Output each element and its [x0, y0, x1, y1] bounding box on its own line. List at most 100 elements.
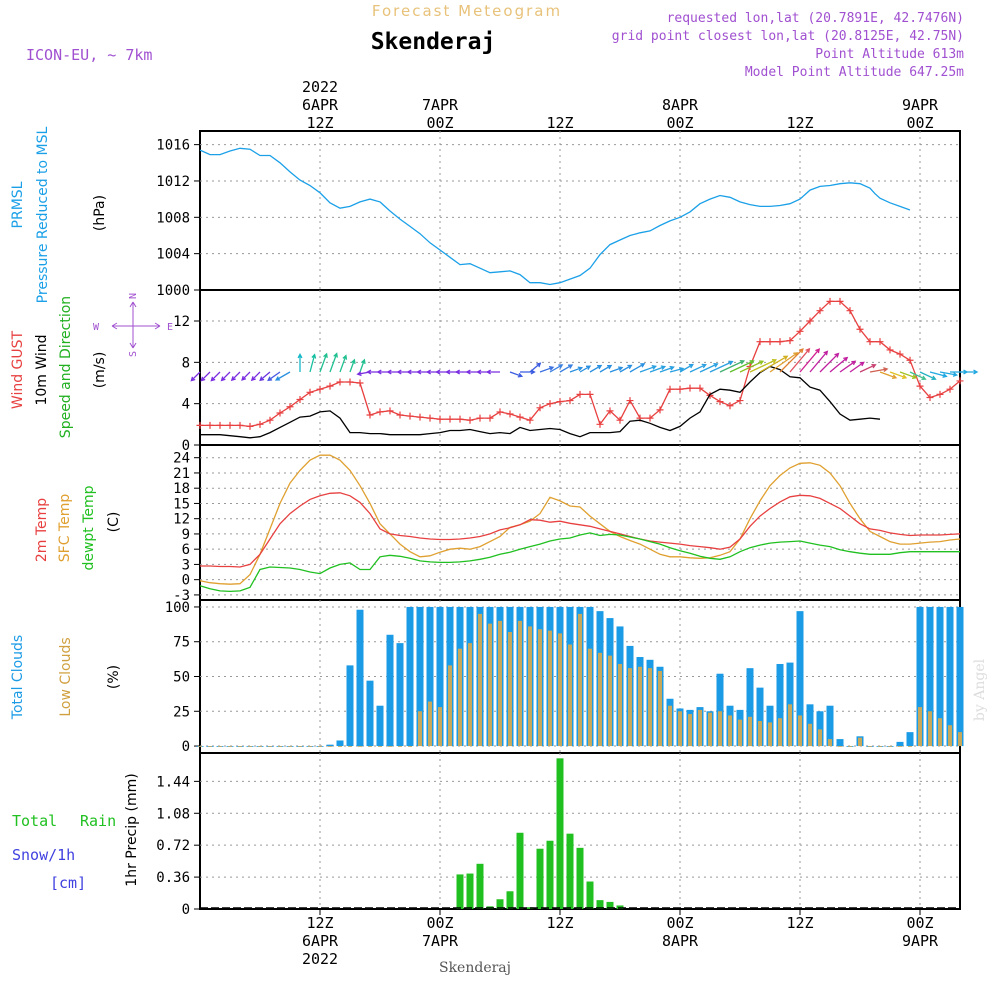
- low-clouds-bar: [918, 707, 922, 747]
- y-tick-label: 21: [173, 466, 190, 482]
- low-clouds-bar: [288, 746, 292, 747]
- wind-direction-arrow: [839, 360, 857, 373]
- low-clouds-bar: [588, 648, 592, 747]
- wind-gust-marker: [616, 416, 624, 424]
- low-clouds-bar: [498, 620, 502, 747]
- wind-direction-arrow: [819, 352, 840, 373]
- wind-direction-arrow: [669, 366, 685, 373]
- label-low-clouds: Low Clouds: [58, 637, 74, 716]
- low-clouds-bar: [828, 739, 832, 747]
- y-tick-label: 8: [182, 355, 190, 371]
- wind-gust-marker: [696, 384, 704, 392]
- top-time-label: 2022: [302, 78, 338, 96]
- wind-direction-arrow: [659, 365, 675, 373]
- wind-gust-marker: [466, 416, 474, 424]
- low-clouds-bar: [258, 746, 262, 747]
- bottom-time-label: 8APR: [662, 932, 699, 950]
- wind-gust-marker: [926, 393, 934, 401]
- y-tick-label: 4: [182, 397, 190, 413]
- wind-gust-marker: [506, 410, 514, 418]
- low-clouds-bar: [578, 613, 582, 747]
- wind-gust-marker: [936, 390, 944, 398]
- rain-bar: [476, 863, 484, 909]
- product-title: Forecast Meteogram: [372, 2, 562, 20]
- low-clouds-bar: [658, 670, 662, 747]
- wind-labels: Wind GUST 10m Wind Speed and Direction (…: [10, 296, 108, 438]
- low-clouds-bar: [798, 715, 802, 747]
- low-clouds-bar: [838, 746, 842, 747]
- label-2m-temp: 2m Temp: [34, 498, 50, 562]
- wind-direction-arrow: [809, 350, 829, 373]
- bottom-time-label: 00Z: [666, 914, 693, 932]
- wind-gust-marker: [956, 377, 964, 385]
- wind-gust-marker: [626, 397, 634, 405]
- low-clouds-bar: [618, 663, 622, 747]
- label-1hr-precip: 1hr Precip (mm): [124, 773, 140, 886]
- wind-gust-marker: [406, 412, 414, 420]
- y-tick-label: 15: [173, 496, 190, 512]
- low-clouds-bar: [908, 746, 912, 747]
- y-tick-label: 0: [182, 902, 190, 918]
- bottom-time-label: 00Z: [906, 914, 933, 932]
- low-clouds-bar: [218, 746, 222, 747]
- wind-gust-marker: [916, 382, 924, 390]
- model-point-altitude: Model Point Altitude 647.25m: [745, 65, 964, 80]
- y-tick-label: 9: [182, 527, 190, 543]
- total-clouds-bar: [376, 705, 384, 747]
- wind-gust-marker: [796, 327, 804, 335]
- low-clouds-bar: [668, 705, 672, 747]
- low-clouds-bar: [438, 707, 442, 747]
- total-clouds-bar: [826, 705, 834, 747]
- wind-compass: W E N S: [93, 293, 173, 357]
- total-clouds-bar: [796, 611, 804, 747]
- total-clouds-bar: [416, 606, 424, 747]
- low-clouds-bar: [608, 655, 612, 747]
- wind-direction-arrow: [274, 371, 291, 381]
- y-tick-label: 24: [173, 451, 190, 467]
- wind-gust-marker: [816, 307, 824, 315]
- low-clouds-bar: [538, 629, 542, 747]
- label-wind-gust: Wind GUST: [10, 330, 26, 409]
- y-tick-label: 1012: [156, 174, 190, 190]
- wind-direction-arrow: [759, 355, 789, 373]
- low-clouds-bar: [528, 626, 532, 747]
- y-tick-label: -3: [173, 588, 190, 604]
- wind-direction-arrow: [339, 354, 348, 373]
- low-clouds-bar: [418, 711, 422, 747]
- wind-direction-arrow: [960, 369, 979, 375]
- top-time-label: 7APR: [422, 96, 459, 114]
- wind-direction-arrow: [259, 371, 271, 382]
- wind-gust-marker: [556, 398, 564, 406]
- rain-bar: [556, 758, 564, 909]
- low-clouds-bar: [338, 746, 342, 747]
- wind-gust-marker: [226, 421, 234, 429]
- gridpoint-lonlat: grid point closest lon,lat (20.8125E, 42…: [612, 29, 964, 44]
- wind-gust-marker: [416, 413, 424, 421]
- rain-bar: [616, 905, 624, 909]
- total-clouds-bar: [896, 741, 904, 747]
- label-speed-direction: Speed and Direction: [58, 296, 74, 438]
- low-clouds-bar: [248, 746, 252, 747]
- low-clouds-bar: [598, 652, 602, 747]
- panel-frame: [199, 130, 961, 291]
- wind-gust-marker: [396, 411, 404, 419]
- wind-gust-marker: [276, 409, 284, 417]
- wind-direction-arrow: [829, 356, 849, 373]
- wind-gust-marker: [356, 379, 364, 387]
- wind-speed-line: [200, 365, 881, 439]
- y-tick-label: 1004: [156, 247, 190, 263]
- label-celsius: (C): [106, 512, 122, 533]
- wind-direction-arrow: [250, 371, 261, 382]
- pressure-labels: PRMSL Pressure Reduced to MSL (hPa): [10, 126, 108, 303]
- wind-direction-arrow: [749, 359, 778, 373]
- wind-direction-arrow: [609, 366, 624, 373]
- low-clouds-bar: [518, 620, 522, 747]
- top-time-label: 00Z: [426, 114, 453, 132]
- wind-gust-marker: [236, 421, 244, 429]
- total-clouds-bar: [956, 606, 964, 747]
- wind-direction-arrow: [879, 371, 898, 380]
- wind-gust-marker: [876, 338, 884, 346]
- y-tick-label: 100: [165, 600, 190, 616]
- wind-direction-arrow: [849, 361, 865, 373]
- wind-direction-arrow: [539, 366, 555, 373]
